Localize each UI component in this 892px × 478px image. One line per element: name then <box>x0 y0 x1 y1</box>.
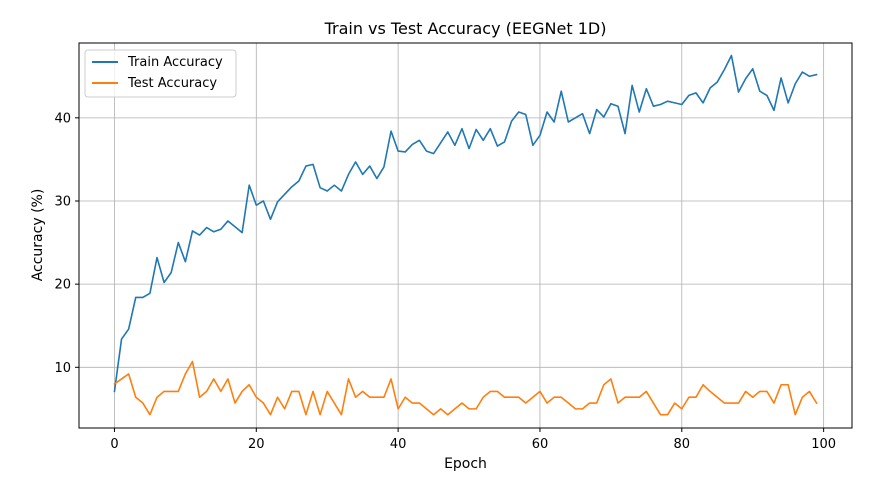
axis-ticks: 0 20 40 60 80 100 10 20 30 40 <box>54 111 836 452</box>
x-axis-label: Epoch <box>444 456 487 472</box>
y-axis-label: Accuracy (%) <box>30 189 46 282</box>
legend-box <box>84 49 237 98</box>
x-tick-label: 60 <box>532 437 549 452</box>
y-tick-label: 20 <box>54 278 71 293</box>
legend-label-train: Train Accuracy <box>127 55 223 70</box>
y-tick-label: 30 <box>54 194 71 209</box>
grid <box>79 43 852 428</box>
series-lines <box>113 54 818 416</box>
plot-frame <box>78 42 853 429</box>
x-tick-label: 80 <box>674 437 691 452</box>
chart-title: Train vs Test Accuracy (EEGNet 1D) <box>324 19 607 38</box>
x-tick-label: 40 <box>390 437 407 452</box>
x-tick-label: 0 <box>110 437 118 452</box>
legend: Train Accuracy Test Accuracy <box>84 49 237 98</box>
y-tick-label: 10 <box>54 361 71 376</box>
y-tick-label: 40 <box>54 111 71 126</box>
x-tick-label: 20 <box>248 437 265 452</box>
x-tick-label: 100 <box>811 437 836 452</box>
train-accuracy-line <box>113 54 818 393</box>
test-accuracy-line <box>113 360 818 416</box>
legend-label-test: Test Accuracy <box>127 76 217 91</box>
